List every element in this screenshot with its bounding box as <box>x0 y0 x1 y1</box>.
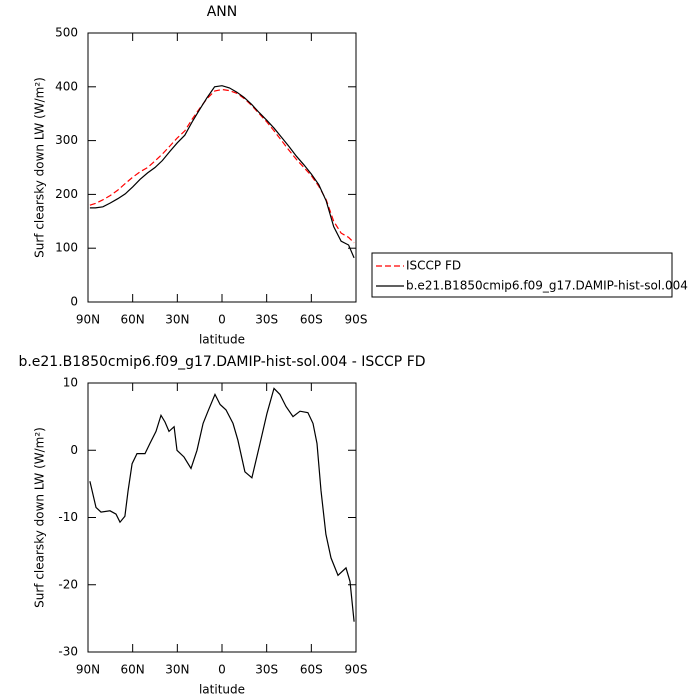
y-tick-label: 0 <box>70 295 78 309</box>
plot-frame <box>87 382 357 653</box>
y-tick-label: 10 <box>63 376 78 390</box>
x-tick-label: 30S <box>255 663 278 677</box>
x-tick-label: 60S <box>300 663 323 677</box>
x-tick-label: 60N <box>121 313 145 327</box>
x-tick-label: 0 <box>218 663 226 677</box>
x-tick-label: 90N <box>76 313 100 327</box>
chart-title: ANN <box>207 4 238 20</box>
y-tick-label: -20 <box>58 577 78 591</box>
y-tick-label: -10 <box>58 510 78 524</box>
data-line <box>89 85 355 259</box>
y-tick-label: 0 <box>70 443 78 457</box>
data-line <box>89 88 355 244</box>
x-tick-label: 90S <box>345 313 368 327</box>
x-tick-label: 60S <box>300 313 323 327</box>
x-tick-label: 90S <box>345 663 368 677</box>
chart-title: b.e21.B1850cmip6.f09_g17.DAMIP-hist-sol.… <box>18 354 425 370</box>
legend-label: b.e21.B1850cmip6.f09_g17.DAMIP-hist-sol.… <box>406 279 688 293</box>
x-tick-label: 90N <box>76 663 100 677</box>
x-tick-label: 30N <box>165 663 189 677</box>
x-axis-label: latitude <box>199 333 245 347</box>
legend-label: ISCCP FD <box>406 259 461 273</box>
y-axis-label: Surf clearsky down LW (W/m²) <box>33 427 47 608</box>
x-tick-label: 30S <box>255 313 278 327</box>
y-tick-label: 200 <box>55 187 78 201</box>
x-axis-label: latitude <box>199 683 245 697</box>
x-tick-label: 30N <box>165 313 189 327</box>
y-tick-label: 400 <box>55 79 78 93</box>
legend-box <box>371 252 673 298</box>
data-line <box>89 387 355 622</box>
y-axis-label: Surf clearsky down LW (W/m²) <box>33 77 47 258</box>
y-tick-label: -30 <box>58 645 78 659</box>
y-tick-label: 500 <box>55 26 78 40</box>
y-tick-label: 100 <box>55 241 78 255</box>
x-tick-label: 0 <box>218 313 226 327</box>
plot-frame <box>87 32 357 303</box>
x-tick-label: 60N <box>121 663 145 677</box>
y-tick-label: 300 <box>55 133 78 147</box>
